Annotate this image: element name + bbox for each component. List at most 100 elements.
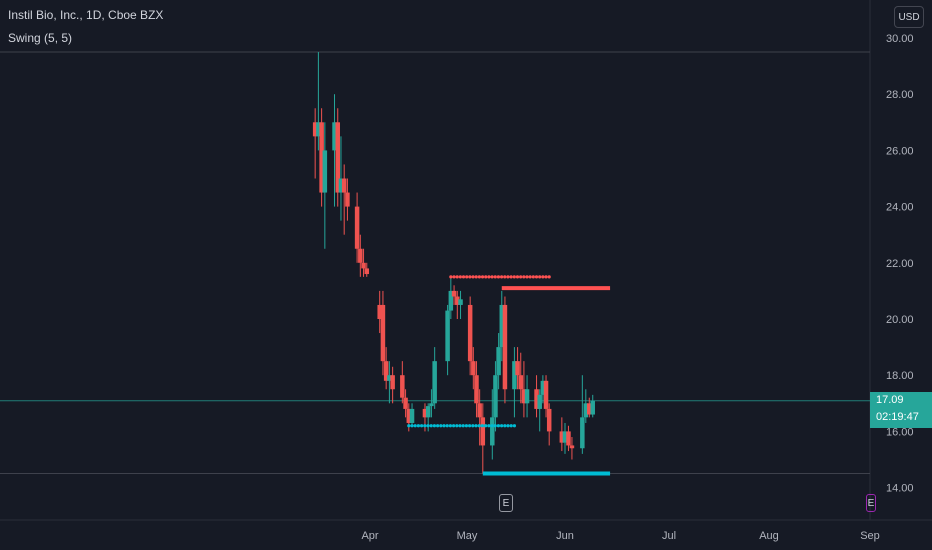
candle-body: [429, 403, 434, 407]
swing-dot: [423, 424, 427, 428]
swing-dot: [455, 275, 459, 279]
candle-body: [380, 304, 386, 362]
swing-dot: [439, 424, 443, 428]
swing-dot: [547, 275, 551, 279]
swing-dot: [461, 424, 465, 428]
swing-dot: [471, 275, 475, 279]
candle-body: [425, 406, 431, 418]
candle-body: [458, 299, 463, 305]
candle-body: [537, 394, 542, 409]
y-tick-label: 18.00: [886, 370, 914, 382]
swing-dot: [420, 424, 424, 428]
swing-dot: [484, 424, 488, 428]
swing-high-dots: [449, 275, 551, 279]
y-tick-label: 22.00: [886, 258, 914, 270]
swing-dot: [493, 424, 497, 428]
swing-dot: [493, 275, 497, 279]
candle-body: [451, 290, 457, 297]
candle-body: [390, 375, 395, 390]
candle-body: [474, 375, 479, 404]
y-tick-label: 26.00: [886, 145, 914, 157]
candle-body: [364, 268, 370, 275]
swing-dot: [534, 275, 539, 279]
candle-body: [502, 304, 508, 390]
last-price-label: 17.09 02:19:47: [870, 392, 932, 428]
candle-body: [406, 408, 412, 423]
swing-dot: [452, 275, 456, 279]
indicator-label[interactable]: Swing (5, 5): [8, 31, 73, 45]
candle-body: [559, 431, 565, 443]
swing-dot: [506, 424, 510, 428]
swing-dot: [480, 275, 485, 279]
candle-body: [583, 403, 589, 418]
swing-dot: [490, 275, 494, 279]
y-tick-label: 30.00: [886, 33, 914, 45]
candle-body: [590, 400, 595, 415]
candle-body: [521, 389, 527, 404]
candle-body: [534, 389, 539, 409]
candle-body: [467, 304, 473, 362]
swing-dot: [432, 424, 437, 428]
candle-body: [332, 122, 337, 151]
swing-dot: [500, 424, 504, 428]
candle-body: [322, 150, 328, 193]
swing-dot: [544, 275, 548, 279]
swing-dot: [522, 275, 526, 279]
candle-body: [319, 122, 324, 193]
swing-dot: [506, 275, 510, 279]
swing-dot: [442, 424, 446, 428]
earnings-marker-future[interactable]: E: [866, 494, 876, 512]
swing-dot: [452, 424, 456, 428]
swing-dot: [426, 424, 430, 428]
candle-body: [432, 361, 437, 404]
swing-dot: [471, 424, 475, 428]
swing-dot: [448, 424, 453, 428]
currency-button[interactable]: USD: [894, 6, 924, 28]
swing-dot: [509, 424, 513, 428]
candle-body: [422, 408, 428, 418]
candle-body: [587, 403, 592, 415]
swing-dot: [464, 424, 469, 428]
swing-dot: [474, 275, 478, 279]
candle-body: [338, 178, 344, 193]
x-tick-label: Sep: [860, 530, 880, 542]
x-tick-label: Jul: [662, 530, 676, 542]
swing-dot: [503, 275, 507, 279]
candle-body: [403, 397, 408, 409]
swing-dot: [525, 275, 529, 279]
candle-body: [566, 431, 571, 446]
x-tick-label: Apr: [361, 530, 378, 542]
candle-body: [562, 431, 568, 443]
candle-body: [524, 389, 530, 404]
swing-dot: [487, 424, 491, 428]
swing-dot: [499, 275, 504, 279]
earnings-marker[interactable]: E: [499, 494, 513, 512]
candle-body: [480, 417, 486, 446]
swing-dot: [436, 424, 440, 428]
x-tick-label: May: [457, 530, 478, 542]
candle-body: [383, 361, 389, 381]
swing-dot: [512, 275, 516, 279]
swing-dot: [468, 275, 472, 279]
candle-body: [546, 408, 552, 432]
swing-dot: [477, 275, 481, 279]
swing-dot: [461, 275, 466, 279]
swing-dot: [429, 424, 433, 428]
candle-body: [490, 417, 495, 446]
candle-body: [540, 380, 546, 395]
swing-dot: [487, 275, 491, 279]
candle-body: [543, 380, 549, 409]
candle-body: [361, 262, 366, 269]
candle-body: [580, 417, 585, 449]
candle-body: [477, 403, 482, 418]
candle-body: [515, 361, 520, 376]
candle-body: [345, 192, 350, 207]
swing-dot: [416, 424, 421, 428]
swing-dot: [512, 424, 517, 428]
candle-body: [358, 248, 363, 263]
bar-countdown: 02:19:47: [876, 411, 919, 423]
candle-body: [400, 375, 405, 398]
swing-dot: [496, 424, 501, 428]
swing-dot: [413, 424, 417, 428]
